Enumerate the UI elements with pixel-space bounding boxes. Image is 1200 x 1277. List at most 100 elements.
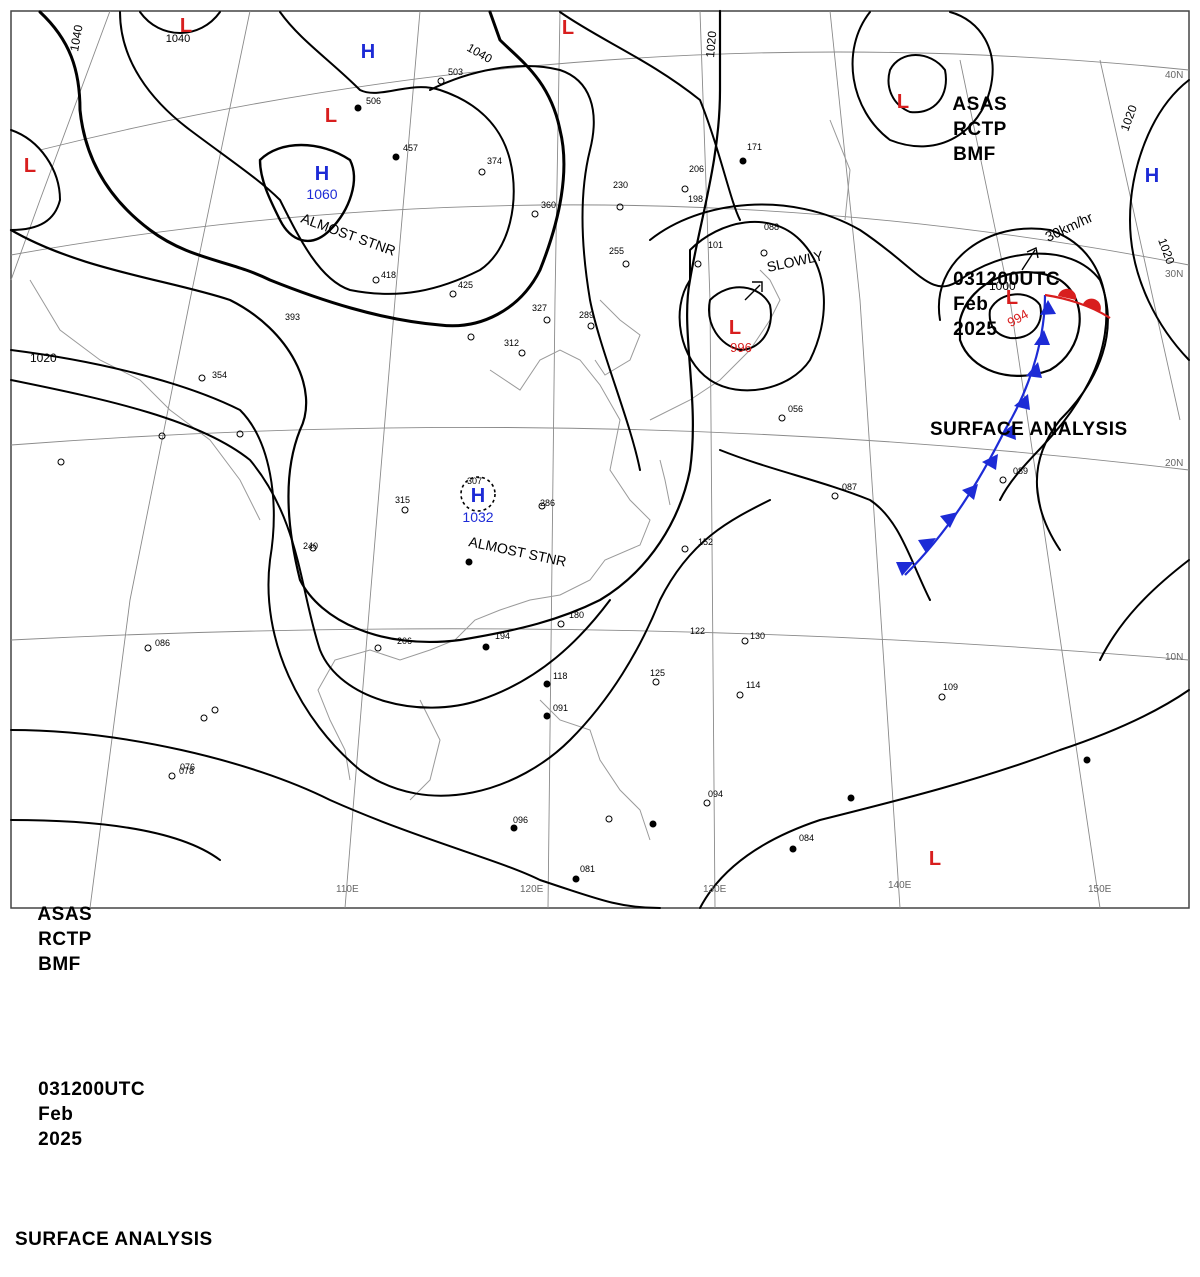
lon-label: 120E xyxy=(520,884,544,895)
isobar-label: 1040 xyxy=(67,23,85,52)
isobar-south-east xyxy=(699,689,1190,909)
coastlines xyxy=(29,119,851,841)
lat-line-30n xyxy=(10,204,1190,266)
isobar-ne-low-2 xyxy=(887,54,947,114)
lat-label: 30N xyxy=(1165,269,1183,280)
low-center-value: 1040 xyxy=(166,33,190,45)
header-time-2: 2025 xyxy=(38,1129,83,1150)
isobar-1020-east xyxy=(1129,79,1190,361)
lon-line-160e xyxy=(1099,59,1181,421)
header-agency-0: ASAS xyxy=(952,94,1008,115)
high-center: H 1032 xyxy=(462,485,493,525)
isobar-far-east xyxy=(1099,559,1190,661)
header-top-right: ASAS RCTP BMF 031200UTC Feb 2025 SURFACE… xyxy=(930,17,1150,467)
coast-japan xyxy=(649,269,781,421)
lat-label: 10N xyxy=(1165,652,1183,663)
stn-val: 125 xyxy=(650,668,665,678)
lat-line-20n xyxy=(10,426,1190,471)
high-center-value: 1060 xyxy=(306,186,337,202)
annotation-almost-stnr-south: ALMOST STNR xyxy=(467,533,567,569)
lat-line-10n xyxy=(10,628,1190,661)
lat-line-40n xyxy=(39,51,1190,151)
stn-val: 091 xyxy=(553,703,568,713)
stn-val: 122 xyxy=(690,626,705,636)
isobar-1050 xyxy=(119,11,515,295)
stn-val: 076 xyxy=(180,762,195,772)
isobar-label: 1000 xyxy=(989,279,1016,293)
isobar-1004 xyxy=(937,227,1108,501)
isobar-1020-main xyxy=(9,9,722,644)
stn-val: 354 xyxy=(212,370,227,380)
isobar-1060-ring xyxy=(258,143,356,242)
isobar-west-low xyxy=(10,129,61,231)
header-agency-1: RCTP xyxy=(953,119,1007,140)
stn-val: 081 xyxy=(580,864,595,874)
stn-val: 418 xyxy=(381,270,396,280)
stn-val: 255 xyxy=(609,246,624,256)
stn-val: 194 xyxy=(495,631,510,641)
low-center: L 1040 xyxy=(166,15,192,45)
stn-val: 198 xyxy=(688,194,703,204)
lon-line-120e xyxy=(547,10,561,909)
arrow-slowly xyxy=(744,281,763,301)
coast-china xyxy=(317,349,651,781)
stn-val: 360 xyxy=(541,200,556,210)
stn-val: 230 xyxy=(613,180,628,190)
lon-line-150e xyxy=(959,59,1101,909)
low-center-symbol: L xyxy=(24,155,36,177)
grid-labels: 110E 120E 130E 140E 150E 40N 30N 20N 10N xyxy=(336,70,1183,895)
stn-val: 206 xyxy=(689,164,704,174)
isobar-1000 xyxy=(958,271,1081,377)
stn-val: 506 xyxy=(366,96,381,106)
weak-high-dashed-ring xyxy=(460,476,496,512)
weather-map: 503 506 457 374 360 418 425 393 354 312 … xyxy=(9,9,1190,909)
high-center-symbol: H xyxy=(471,485,485,507)
header-product: SURFACE ANALYSIS xyxy=(930,419,1128,440)
isobar-994-ring xyxy=(988,293,1042,340)
low-center-symbol: L xyxy=(180,15,192,37)
isobar-south-2 xyxy=(10,819,221,861)
map-frame xyxy=(10,10,1190,909)
low-center-symbol: L xyxy=(729,317,741,339)
high-center-value: 1032 xyxy=(462,509,493,525)
lon-line-140e xyxy=(829,10,901,909)
isobar-east-2 xyxy=(719,449,931,601)
stn-val: 096 xyxy=(513,815,528,825)
isobar-top-low xyxy=(139,11,221,34)
stn-val: 425 xyxy=(458,280,473,290)
stn-val: 240 xyxy=(303,541,318,551)
coast-taiwan xyxy=(659,459,671,506)
header-product: SURFACE ANALYSIS xyxy=(15,1229,213,1250)
coast-central-asia xyxy=(29,279,261,521)
header-agency-0: ASAS xyxy=(37,904,93,925)
stn-val: 078 xyxy=(179,766,194,776)
isobar-label: 1020 xyxy=(30,351,57,365)
header-time-0: 031200UTC xyxy=(38,1079,146,1100)
lon-label: 110E xyxy=(336,884,359,895)
header-time-1: Feb xyxy=(38,1104,74,1125)
isobar-ne xyxy=(559,11,741,221)
stn-val: 503 xyxy=(448,67,463,77)
stn-val: 118 xyxy=(553,671,567,681)
isobar-east-trough xyxy=(429,65,641,471)
low-center-value: 996 xyxy=(730,340,752,355)
isobars xyxy=(9,9,1190,909)
annotation-slowly: SLOWLY xyxy=(765,247,825,275)
station-markers xyxy=(57,77,1091,883)
high-center-symbol: H xyxy=(1145,165,1159,187)
stn-val: 457 xyxy=(403,143,418,153)
stn-val: 084 xyxy=(799,833,814,843)
stn-val: 101 xyxy=(708,240,723,250)
low-center-symbol: L xyxy=(325,105,337,127)
stn-val: 374 xyxy=(487,156,502,166)
lon-line-90e xyxy=(10,10,111,281)
isobar-label: 1020 xyxy=(703,30,719,58)
cold-front xyxy=(896,294,1056,576)
coast-sakhalin xyxy=(829,119,851,221)
lon-line-130e xyxy=(699,10,716,909)
low-center-symbol: L xyxy=(897,91,909,113)
header-agency-1: RCTP xyxy=(38,929,92,950)
arrow-30kmhr xyxy=(1021,247,1039,271)
lon-label: 130E xyxy=(703,884,727,895)
stn-val: 130 xyxy=(750,631,765,641)
